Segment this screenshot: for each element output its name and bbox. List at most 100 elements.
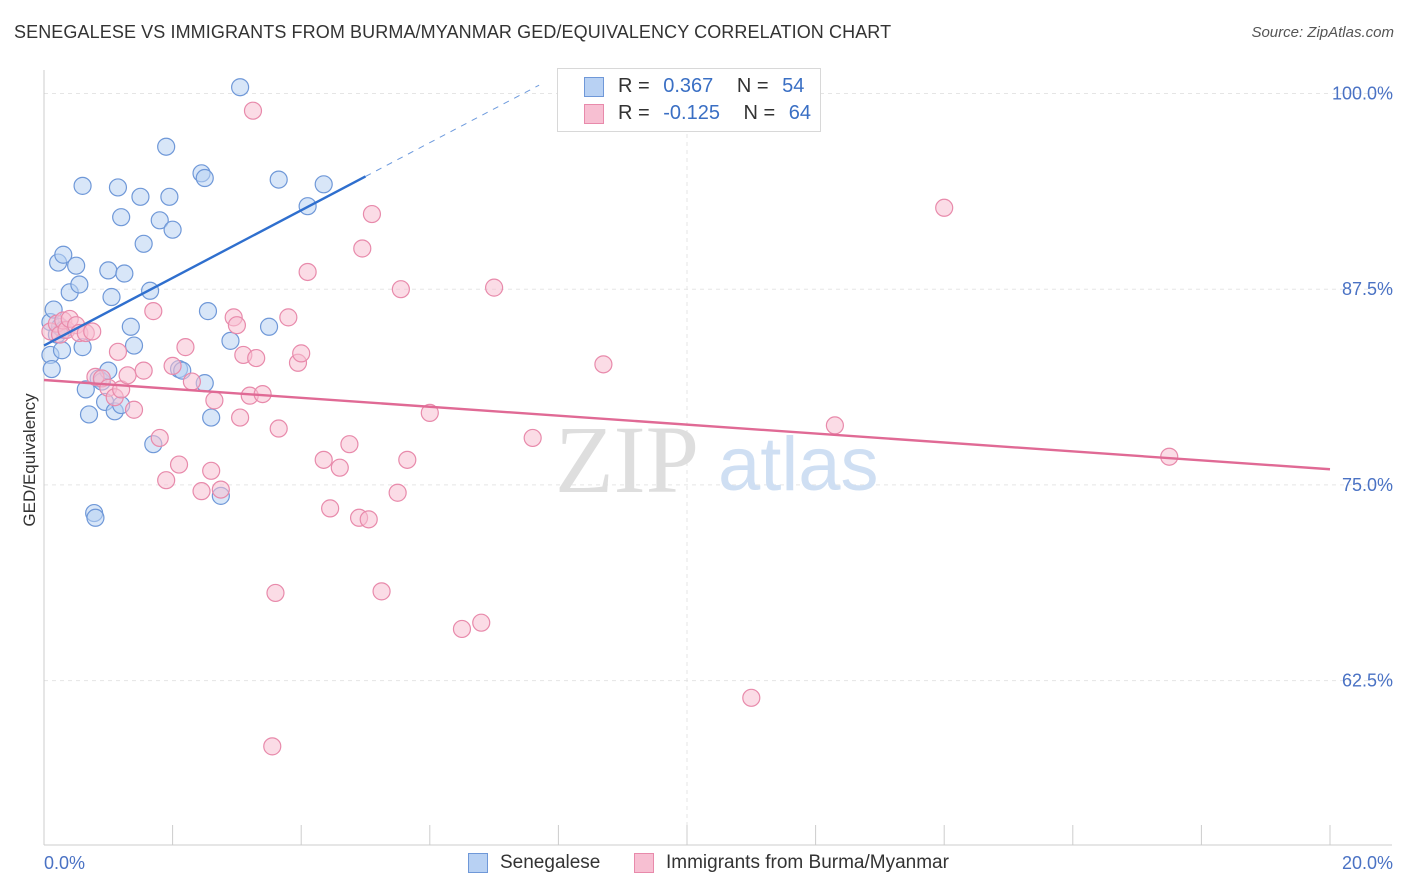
data-point-pink (594, 355, 613, 374)
data-point-blue (124, 336, 144, 355)
legend-n-label: N = (743, 102, 776, 124)
data-point-blue (259, 317, 279, 336)
data-point-pink (298, 262, 317, 282)
legend-r-value: 0.367 (663, 75, 714, 97)
bottom-legend-label: Senegalese (500, 852, 601, 873)
data-point-blue (150, 211, 169, 230)
data-point-blue (73, 176, 92, 195)
data-point-pink (279, 308, 298, 327)
data-point-pink (420, 403, 439, 422)
axes (43, 70, 1392, 846)
data-point-pink (247, 348, 266, 368)
data-point-pink (269, 419, 288, 438)
y-axis-title: GED/Equivalency (20, 393, 39, 527)
data-point-blue (131, 187, 150, 206)
x-tick-label: 20.0% (1342, 853, 1393, 873)
trend-line-blue (43, 175, 367, 347)
data-point-pink (118, 366, 137, 385)
data-point-pink (330, 458, 349, 477)
data-point-pink (108, 342, 128, 361)
y-tick-label: 100.0% (1332, 83, 1393, 103)
chart-title: SENEGALESE VS IMMIGRANTS FROM BURMA/MYAN… (14, 22, 892, 42)
trend-line-pink (43, 378, 1331, 471)
data-point-pink (202, 461, 221, 480)
data-point-blue (160, 187, 179, 206)
data-point-blue (54, 245, 73, 264)
data-point-pink (157, 471, 176, 490)
data-point-blue (202, 408, 221, 427)
data-point-pink (359, 510, 378, 529)
data-point-pink (263, 737, 282, 756)
stats-legend: R = 0.367 N = 54 R = -0.125 N = 64 (557, 68, 821, 132)
data-point-pink (182, 372, 201, 391)
data-point-pink (362, 204, 382, 224)
legend-swatch-blue (584, 77, 604, 97)
bottom-legend-swatch-pink (634, 853, 654, 873)
legend-r-value: -0.125 (663, 102, 720, 124)
bottom-legend-label: Immigrants from Burma/Myanmar (666, 852, 949, 873)
data-point-blue (198, 302, 218, 321)
data-point-pink (292, 344, 311, 363)
data-point-pink (205, 391, 224, 410)
legend-row-senegalese: R = 0.367 N = 54 (558, 74, 820, 100)
data-point-blue (86, 508, 105, 527)
legend-row-burma: R = -0.125 N = 64 (558, 101, 820, 127)
data-point-blue (112, 208, 131, 227)
data-point-blue (102, 287, 121, 307)
data-point-pink (150, 428, 169, 448)
data-point-pink (452, 619, 472, 639)
y-tick-label: 62.5% (1342, 671, 1393, 691)
data-point-pink (485, 278, 504, 297)
data-point-blue (115, 264, 134, 283)
data-point-pink (163, 356, 182, 376)
legend-r-label: R = (618, 75, 650, 97)
data-point-pink (243, 101, 263, 120)
x-tick-label: 0.0% (44, 853, 85, 873)
source-label: Source: ZipAtlas.com (1251, 24, 1394, 41)
data-point-blue (221, 331, 240, 350)
y-tick-label: 75.0% (1342, 475, 1393, 495)
data-point-pink (742, 688, 761, 707)
data-point-pink (169, 455, 189, 474)
data-point-blue (76, 380, 95, 399)
data-point-blue (67, 256, 86, 275)
tick-labels: 100.0% 87.5% 75.0% 62.5% 0.0% 20.0% (44, 83, 1393, 873)
data-point-pink (523, 428, 542, 448)
data-point-blue (314, 175, 333, 194)
data-point-pink (353, 239, 372, 258)
data-point-pink (227, 316, 246, 335)
data-point-blue (269, 170, 288, 189)
trend-lines (43, 84, 1331, 471)
data-point-pink (176, 338, 195, 357)
y-tick-label: 87.5% (1342, 279, 1393, 299)
data-point-pink (321, 499, 340, 518)
data-point-pink (314, 450, 333, 469)
data-point-pink (340, 435, 359, 454)
data-point-pink (935, 198, 954, 217)
data-point-blue (163, 220, 182, 239)
watermark-zip: ZIP (555, 406, 699, 513)
data-point-blue (231, 78, 250, 97)
data-point-pink (83, 322, 102, 341)
data-point-pink (124, 400, 144, 419)
data-point-blue (195, 168, 214, 188)
data-point-blue (99, 261, 118, 280)
data-point-blue (134, 234, 153, 253)
data-point-blue (42, 359, 61, 379)
data-point-pink (266, 583, 285, 603)
data-point-pink (472, 613, 491, 632)
legend-n-value: 64 (788, 102, 812, 124)
data-point-pink (231, 408, 250, 427)
data-point-pink (134, 361, 153, 380)
data-point-blue (121, 317, 140, 336)
data-point-blue (70, 275, 89, 294)
legend-swatch-pink (584, 104, 604, 124)
data-point-blue (157, 137, 176, 156)
legend-r-label: R = (618, 102, 650, 124)
data-point-blue (52, 341, 72, 360)
data-point-blue (108, 178, 128, 197)
data-point-pink (398, 450, 417, 469)
data-point-pink (388, 483, 407, 502)
legend-n-label: N = (736, 75, 769, 97)
